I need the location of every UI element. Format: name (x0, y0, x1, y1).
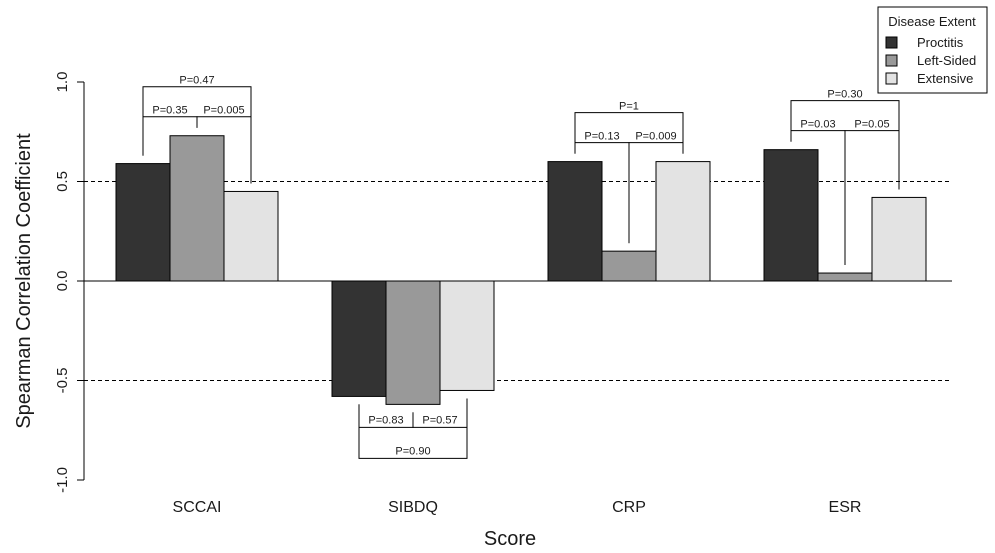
category-label: SCCAI (173, 499, 222, 516)
p-value-label: P=0.03 (800, 119, 835, 131)
legend-label: Proctitis (917, 35, 964, 50)
p-value-label: P=0.05 (854, 119, 889, 131)
y-tick-label: 0.0 (54, 271, 71, 292)
y-tick-label: -1.0 (54, 467, 71, 493)
legend-swatch (885, 72, 898, 85)
p-value-label: P=0.57 (422, 414, 457, 426)
bar (385, 280, 441, 405)
p-value-bracket (574, 112, 684, 154)
bar (655, 161, 711, 282)
category-label: CRP (612, 499, 646, 516)
y-axis: -1.0 -0.5 0.0 0.5 1.0 (54, 72, 85, 493)
bar (439, 280, 495, 391)
y-axis-title: Spearman Correlation Coefficient (13, 133, 35, 429)
bar (169, 135, 225, 282)
p-value-label: P=0.13 (584, 131, 619, 143)
legend-label: Extensive (917, 71, 973, 86)
p-value-bracket (790, 100, 900, 190)
legend: Disease Extent Proctitis Left-Sided Extens… (877, 6, 988, 94)
bar (223, 190, 279, 282)
p-value-label: P=0.83 (368, 414, 403, 426)
category-labels: SCCAI SIBDQ CRP ESR (173, 499, 862, 516)
y-tick-label: 0.5 (54, 171, 71, 192)
p-value-label: P=0.30 (827, 89, 862, 101)
p-value-bracket (358, 398, 468, 459)
legend-label: Left-Sided (917, 53, 976, 68)
p-value-bracket (142, 86, 252, 184)
bars (115, 135, 927, 405)
legend-swatch (885, 54, 898, 67)
x-axis-title: Score (484, 528, 536, 550)
p-value-label: P=0.005 (203, 105, 244, 117)
legend-swatch (885, 36, 898, 49)
p-value-label: P=0.35 (152, 105, 187, 117)
p-value-label: P=0.009 (635, 131, 676, 143)
bar (871, 196, 927, 282)
bar (763, 149, 819, 282)
p-value-label: P=0.47 (179, 75, 214, 87)
category-label: SIBDQ (388, 499, 438, 516)
p-value-label: P=0.90 (395, 445, 430, 457)
category-label: ESR (829, 499, 862, 516)
p-value-brackets: P=0.35 P=0.005 P=0.47 P=0.83 P=0.57 P=0.90 P=0… (142, 75, 900, 459)
legend-title: Disease Extent (888, 14, 976, 29)
bar (331, 280, 387, 397)
p-value-label: P=1 (619, 101, 639, 113)
y-tick-label: 1.0 (54, 72, 71, 93)
legend-items: Proctitis Left-Sided Extensive (885, 35, 976, 86)
bar (115, 163, 171, 282)
bar (547, 161, 603, 282)
bar (817, 272, 873, 282)
y-tick-label: -0.5 (54, 368, 71, 394)
bar (601, 250, 657, 282)
